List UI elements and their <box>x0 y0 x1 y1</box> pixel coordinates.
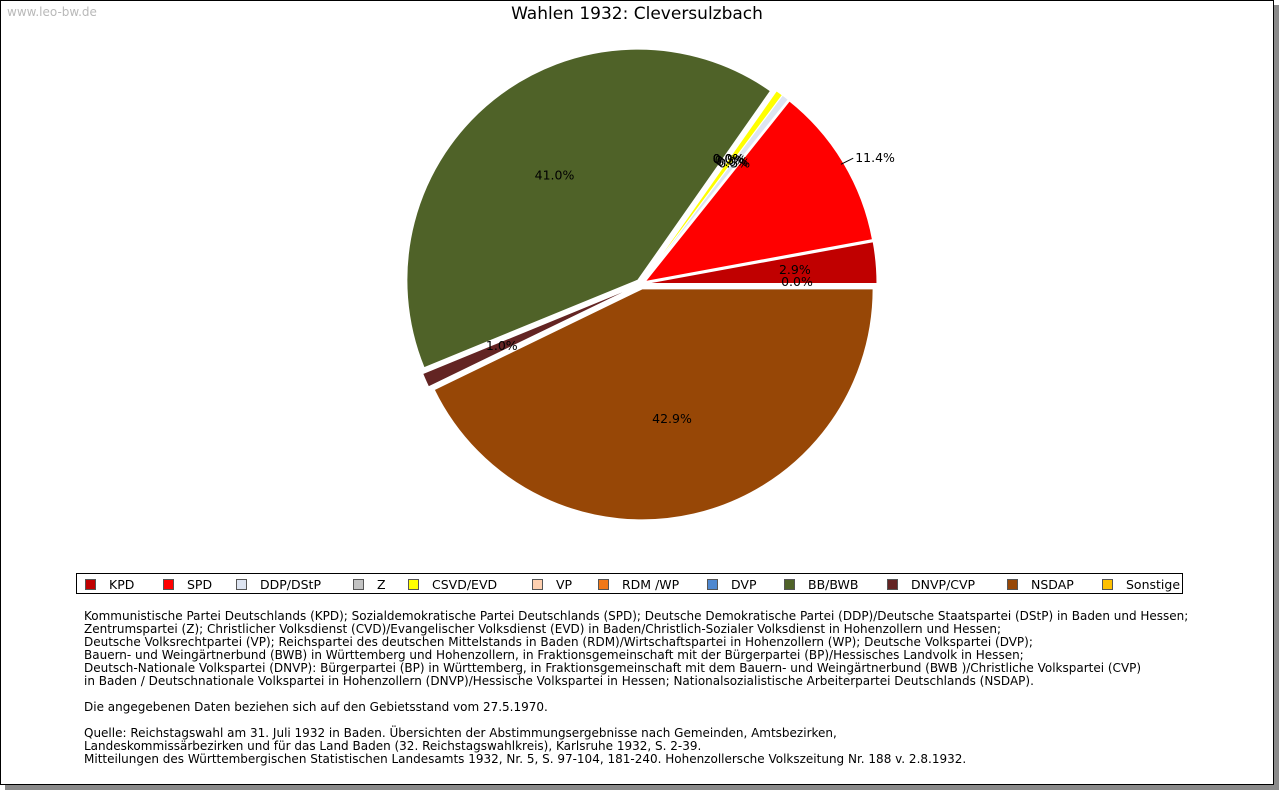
legend-label: DVP <box>731 577 757 592</box>
gebietsstand-note: Die angegebenen Daten beziehen sich auf … <box>84 700 548 714</box>
legend-swatch <box>1102 579 1113 590</box>
note-line: Deutsch-Nationale Volkspartei (DNVP): Bü… <box>84 661 1142 675</box>
legend-item-spd: SPD <box>163 577 212 592</box>
legend-swatch <box>1007 579 1018 590</box>
pie-slice-nsdap <box>433 288 874 521</box>
data-label-sonstige: 0.0% <box>781 274 813 289</box>
legend-swatch <box>887 579 898 590</box>
legend-swatch <box>408 579 419 590</box>
legend-swatch <box>236 579 247 590</box>
legend-swatch <box>353 579 364 590</box>
legend-item-dvp: DVP <box>707 577 757 592</box>
legend-label: DDP/DStP <box>260 577 321 592</box>
data-label-dvp: 0.0% <box>713 151 745 166</box>
data-label-z: 0.0% <box>717 154 749 169</box>
legend-item-nsdap: NSDAP <box>1007 577 1074 592</box>
data-label-spd: 11.4% <box>855 150 895 165</box>
legend-swatch <box>163 579 174 590</box>
legend-label: Z <box>377 577 386 592</box>
pie-chart: 2.9%11.4%0.5%0.0%0.5%0.0%0.0%0.0%41.0%1.… <box>406 48 895 521</box>
pie-slice-kpd <box>645 241 878 285</box>
legend-item-csvd-evd: CSVD/EVD <box>408 577 497 592</box>
legend-item-rdm-wp: RDM /WP <box>598 577 679 592</box>
legend-label: SPD <box>187 577 213 592</box>
data-label-rdm-wp: 0.0% <box>713 151 745 166</box>
pie-slice-csvd-evd <box>643 90 784 281</box>
legend-swatch <box>784 579 795 590</box>
chart-title: Wahlen 1932: Cleversulzbach <box>511 4 763 24</box>
chart-legend: KPD SPD DDP/DStP Z CSVD/EVD VP RDM /WP DVP BB/BW… <box>76 573 1183 594</box>
leader-line-spd <box>840 157 854 165</box>
data-label-bb-bwb: 41.0% <box>535 168 575 183</box>
data-label-dnvp-cvp: 1.0% <box>486 338 518 353</box>
legend-item-bb-bwb: BB/BWB <box>784 577 858 592</box>
legend-label: VP <box>556 577 573 592</box>
legend-label: DNVP/CVP <box>911 577 976 592</box>
legend-item-dnvp-cvp: DNVP/CVP <box>887 577 975 592</box>
legend-label: CSVD/EVD <box>432 577 498 592</box>
legend-label: BB/BWB <box>808 577 859 592</box>
watermark: www.leo-bw.de <box>7 5 97 19</box>
data-label-vp: 0.0% <box>713 151 745 166</box>
data-label-ddp-dstp: 0.5% <box>718 155 750 170</box>
note-line: Zentrumspartei (Z); Christlicher Volksdi… <box>84 622 1002 636</box>
pie-slice-dnvp-cvp <box>422 285 637 388</box>
legend-label: NSDAP <box>1031 577 1074 592</box>
data-label-kpd: 2.9% <box>779 262 811 277</box>
data-label-csvd-evd: 0.5% <box>715 153 747 168</box>
source-line: Quelle: Reichstagswahl am 31. Juli 1932 … <box>84 726 837 740</box>
legend-swatch <box>85 579 96 590</box>
source-line: Landeskommissärbezirken und für das Land… <box>84 739 702 753</box>
legend-swatch <box>598 579 609 590</box>
legend-label: Sonstige <box>1126 577 1181 592</box>
note-line: Bauern- und Weingärtnerbund (BWB) in Wür… <box>84 648 1024 662</box>
data-label-nsdap: 42.9% <box>652 411 692 426</box>
legend-item-sonstige: Sonstige <box>1102 577 1180 592</box>
note-line: in Baden / Deutschnationale Volkspartei … <box>84 674 1034 688</box>
note-line: Kommunistische Partei Deutschlands (KPD)… <box>84 609 1189 623</box>
legend-item-kpd: KPD <box>85 577 134 592</box>
legend-label: KPD <box>109 577 135 592</box>
legend-swatch <box>707 579 718 590</box>
note-line: Deutsche Volksrechtpartei (VP); Reichspa… <box>84 635 1033 649</box>
source-line: Mitteilungen des Württembergischen Stati… <box>84 752 967 766</box>
pie-slice-bb-bwb <box>406 48 772 369</box>
legend-item-vp: VP <box>532 577 572 592</box>
legend-swatch <box>532 579 543 590</box>
legend-label: RDM /WP <box>622 577 680 592</box>
legend-item-z: Z <box>353 577 386 592</box>
footnotes: Kommunistische Partei Deutschlands (KPD)… <box>84 610 1234 766</box>
legend-item-ddp-dstp: DDP/DStP <box>236 577 321 592</box>
